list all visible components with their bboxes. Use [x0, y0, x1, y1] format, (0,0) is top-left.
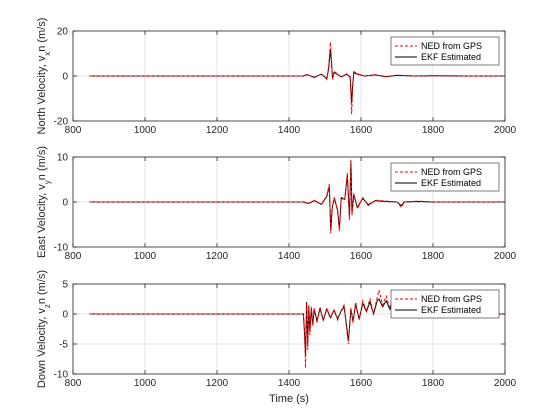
x-tick-label: 2000 [494, 378, 517, 389]
y-tick-label: -10 [54, 370, 69, 381]
subplot-3: 800 1000 1200 1400 1600 1800 2000 -10 -5 0 5 Down V… [36, 270, 517, 405]
series-line-ned-from-gps [89, 159, 505, 234]
legend-box [390, 36, 500, 66]
x-tick-label: 1000 [134, 251, 157, 262]
x-tick-label: 2000 [494, 125, 517, 136]
subplot-1: 800 1000 1200 1400 1600 1800 2000 -20 0 20 North V… [36, 18, 517, 136]
legend-entry: NED from GPS [421, 294, 482, 304]
y-tick-label: -5 [59, 340, 68, 351]
legend-box [390, 289, 500, 319]
legend-entry: EKF Estimated [421, 305, 481, 315]
y-tick-label: 0 [62, 72, 68, 83]
y-tick-label: -20 [54, 117, 69, 128]
legend-entry: NED from GPS [421, 41, 482, 51]
legend-box [390, 162, 500, 192]
y-tick-label: -10 [54, 243, 69, 254]
x-tick-label: 800 [65, 251, 82, 262]
x-tick-label: 800 [65, 378, 82, 389]
y-tick-label: 0 [62, 198, 68, 209]
x-tick-label: 1200 [206, 125, 229, 136]
y-tick-label: 20 [57, 27, 69, 38]
x-tick-label: 1400 [278, 251, 301, 262]
y-axis-label: Down Velocity, vzn (m/s) [36, 270, 52, 388]
x-tick-label: 1400 [278, 378, 301, 389]
series-line-ned-from-gps [89, 42, 505, 115]
y-tick-label: 5 [62, 280, 68, 291]
series-line-ned-from-gps [89, 289, 505, 369]
x-tick-label: 1600 [350, 378, 373, 389]
x-tick-label: 1400 [278, 125, 301, 136]
y-tick-label: 0 [62, 310, 68, 321]
legend-entry: EKF Estimated [421, 178, 481, 188]
y-axis-label: North Velocity, vxn (m/s) [36, 18, 52, 135]
legend-entry: NED from GPS [421, 167, 482, 177]
x-tick-label: 1000 [134, 125, 157, 136]
x-tick-label: 1600 [350, 125, 373, 136]
y-tick-label: 10 [57, 153, 69, 164]
x-tick-label: 1200 [206, 378, 229, 389]
x-tick-label: 1800 [422, 378, 445, 389]
x-tick-label: 800 [65, 125, 82, 136]
x-axis-label: Time (s) [269, 393, 309, 405]
x-tick-label: 1800 [422, 251, 445, 262]
x-tick-label: 1000 [134, 378, 157, 389]
subplot-2: 800 1000 1200 1400 1600 1800 2000 -10 0 10 East Ve… [36, 146, 517, 262]
legend-entry: EKF Estimated [421, 52, 481, 62]
x-tick-label: 1800 [422, 125, 445, 136]
x-tick-label: 1200 [206, 251, 229, 262]
x-tick-label: 1600 [350, 251, 373, 262]
x-tick-label: 2000 [494, 251, 517, 262]
y-axis-label: East Velocity, vyn (m/s) [36, 146, 52, 258]
